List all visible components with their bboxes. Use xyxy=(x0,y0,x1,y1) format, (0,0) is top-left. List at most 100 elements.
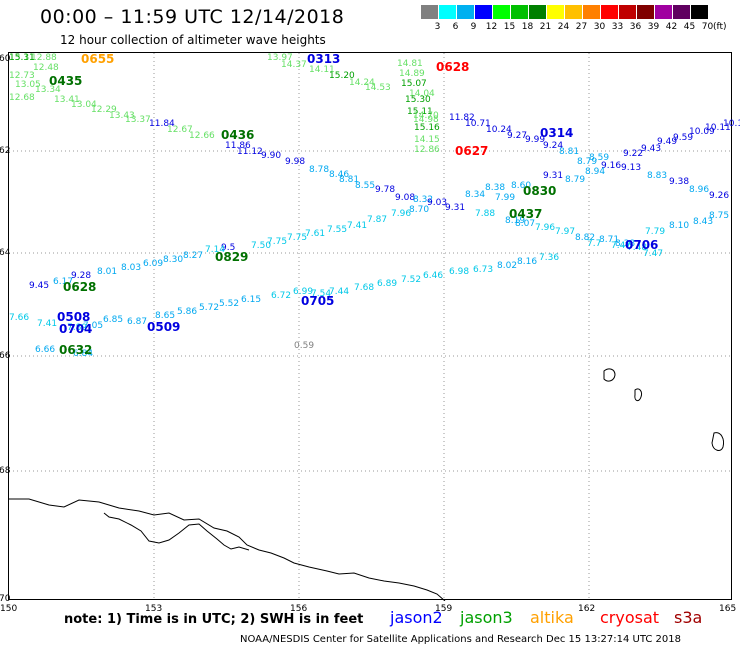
wave-height-value: 6.46 xyxy=(423,271,444,281)
wave-height-value: 8.38 xyxy=(615,239,636,249)
map-subtitle: 12 hour collection of altimeter wave hei… xyxy=(60,33,326,47)
wave-height-value: 10.17 xyxy=(723,119,740,129)
map-title: 00:00 – 11:59 UTC 12/14/2018 xyxy=(40,6,345,28)
legend-label: 33 xyxy=(611,22,624,32)
wave-height-value: 12.66 xyxy=(189,131,215,141)
wave-height-value: 14.11 xyxy=(309,65,335,75)
legend-swatch xyxy=(673,5,690,19)
wave-height-value: 9.27 xyxy=(507,131,528,141)
wave-height-value: 6.99 xyxy=(293,287,314,297)
wave-height-value: 9.13 xyxy=(621,163,642,173)
wave-height-value: 7.41 xyxy=(37,319,58,329)
lat-label: 64 xyxy=(0,248,11,258)
wave-height-value: 8.10 xyxy=(669,221,690,231)
legend-label: 42 xyxy=(665,22,678,32)
lon-label: 162 xyxy=(578,604,596,614)
wave-height-value: 7.75 xyxy=(287,233,308,243)
wave-height-value: 8.01 xyxy=(97,267,118,277)
wave-height-value: 8.83 xyxy=(647,171,668,181)
wave-height-value: 6.84 xyxy=(73,349,94,359)
wave-height-value: 7.36 xyxy=(539,253,560,263)
wave-height-value: 6.72 xyxy=(271,291,292,301)
legend-label: 15 xyxy=(503,22,516,32)
legend-swatch xyxy=(529,5,546,19)
wave-height-value: 7.61 xyxy=(305,229,326,239)
island-3 xyxy=(711,432,724,451)
wave-height-value: 12.86 xyxy=(414,145,440,155)
wave-height-value: 6.89 xyxy=(377,279,398,289)
wave-height-value: 11.84 xyxy=(149,119,175,129)
lon-label: 165 xyxy=(719,604,737,614)
lat-label: 60 xyxy=(0,54,11,64)
lat-label: 68 xyxy=(0,466,11,476)
wave-height-value: 9.08 xyxy=(395,193,416,203)
wave-height-value: 8.27 xyxy=(183,251,204,261)
wave-height-value: 6.66 xyxy=(35,345,56,355)
legend-swatch xyxy=(511,5,528,19)
wave-height-value: 12.67 xyxy=(167,125,193,135)
wave-height-value: 6.09 xyxy=(143,259,164,269)
wave-height-value: 7.96 xyxy=(391,209,412,219)
legend-swatch xyxy=(583,5,600,19)
pass-time-label: 0628 xyxy=(436,60,470,74)
satellite-name: altika xyxy=(530,608,574,627)
legend-swatch xyxy=(655,5,672,19)
lon-label: 153 xyxy=(145,604,163,614)
wave-height-value: 9.28 xyxy=(71,271,92,281)
pass-time-label: 0437 xyxy=(509,207,543,221)
wave-height-value: 7.7 xyxy=(587,239,602,249)
lat-label: 70 xyxy=(0,594,11,604)
wave-height-value: 9.31 xyxy=(445,203,466,213)
pass-time-label: 0655 xyxy=(81,52,115,66)
wave-height-value: 8.71 xyxy=(599,235,620,245)
wave-height-value: 9.03 xyxy=(427,198,448,208)
wave-height-value: 5.52 xyxy=(219,299,240,309)
map-graphics xyxy=(9,53,733,601)
wave-height-value: 8.78 xyxy=(309,165,330,175)
wave-height-value: 5.72 xyxy=(199,303,220,313)
wave-height-value: 8.59 xyxy=(589,153,610,163)
wave-height-value: 8.07 xyxy=(515,219,536,229)
legend-swatch xyxy=(457,5,474,19)
lon-label: 150 xyxy=(0,604,18,614)
legend-unit: (ft) xyxy=(713,22,727,32)
wave-height-value: 8.65 xyxy=(155,311,176,321)
wave-height-value: 10.09 xyxy=(689,127,715,137)
wave-height-value: 9.98 xyxy=(285,157,306,167)
lat-label: 62 xyxy=(0,146,11,156)
island-2 xyxy=(634,388,642,402)
wave-height-value: 7.54 xyxy=(311,289,332,299)
legend-swatch xyxy=(565,5,582,19)
wave-height-value: 13.37 xyxy=(125,115,151,125)
wave-height-value: 13.11 xyxy=(9,53,35,63)
wave-height-value: 14.70 xyxy=(413,111,439,121)
legend-label: 9 xyxy=(470,22,477,32)
wave-height-value: 14.15 xyxy=(414,135,440,145)
wave-height-value: 15.07 xyxy=(401,79,427,89)
wave-height-value: 8.96 xyxy=(689,185,710,195)
wave-height-value: 6.87 xyxy=(127,317,148,327)
wave-height-value: 9.78 xyxy=(375,185,396,195)
wave-height-value: 8.55 xyxy=(355,181,376,191)
wave-height-value: 8.34 xyxy=(465,190,486,200)
wave-height-value: 9.90 xyxy=(261,151,282,161)
legend-swatch xyxy=(493,5,510,19)
wave-height-value: 9.45 xyxy=(29,281,50,291)
wave-height-value: 15.11 xyxy=(407,107,433,117)
pass-time-label: 0706 xyxy=(625,238,659,252)
coastline-peninsula xyxy=(103,512,250,551)
wave-height-value: 8.03 xyxy=(121,263,142,273)
wave-height-value: 14.89 xyxy=(399,69,425,79)
wave-height-value: 13.04 xyxy=(71,100,97,110)
pass-time-label: 0314 xyxy=(540,126,574,140)
pass-time-label: 0435 xyxy=(49,74,83,88)
wave-height-value: 12.29 xyxy=(91,105,117,115)
satellite-name: jason3 xyxy=(460,608,513,627)
wave-height-value: 7.44 xyxy=(329,287,350,297)
wave-height-value: 13.34 xyxy=(35,85,61,95)
wave-height-value: 13.05 xyxy=(15,80,41,90)
wave-height-value: 0.59 xyxy=(294,341,315,351)
wave-height-value: 8.60 xyxy=(511,181,532,191)
island-1 xyxy=(603,368,616,382)
wave-height-value: 15.16 xyxy=(414,123,440,133)
